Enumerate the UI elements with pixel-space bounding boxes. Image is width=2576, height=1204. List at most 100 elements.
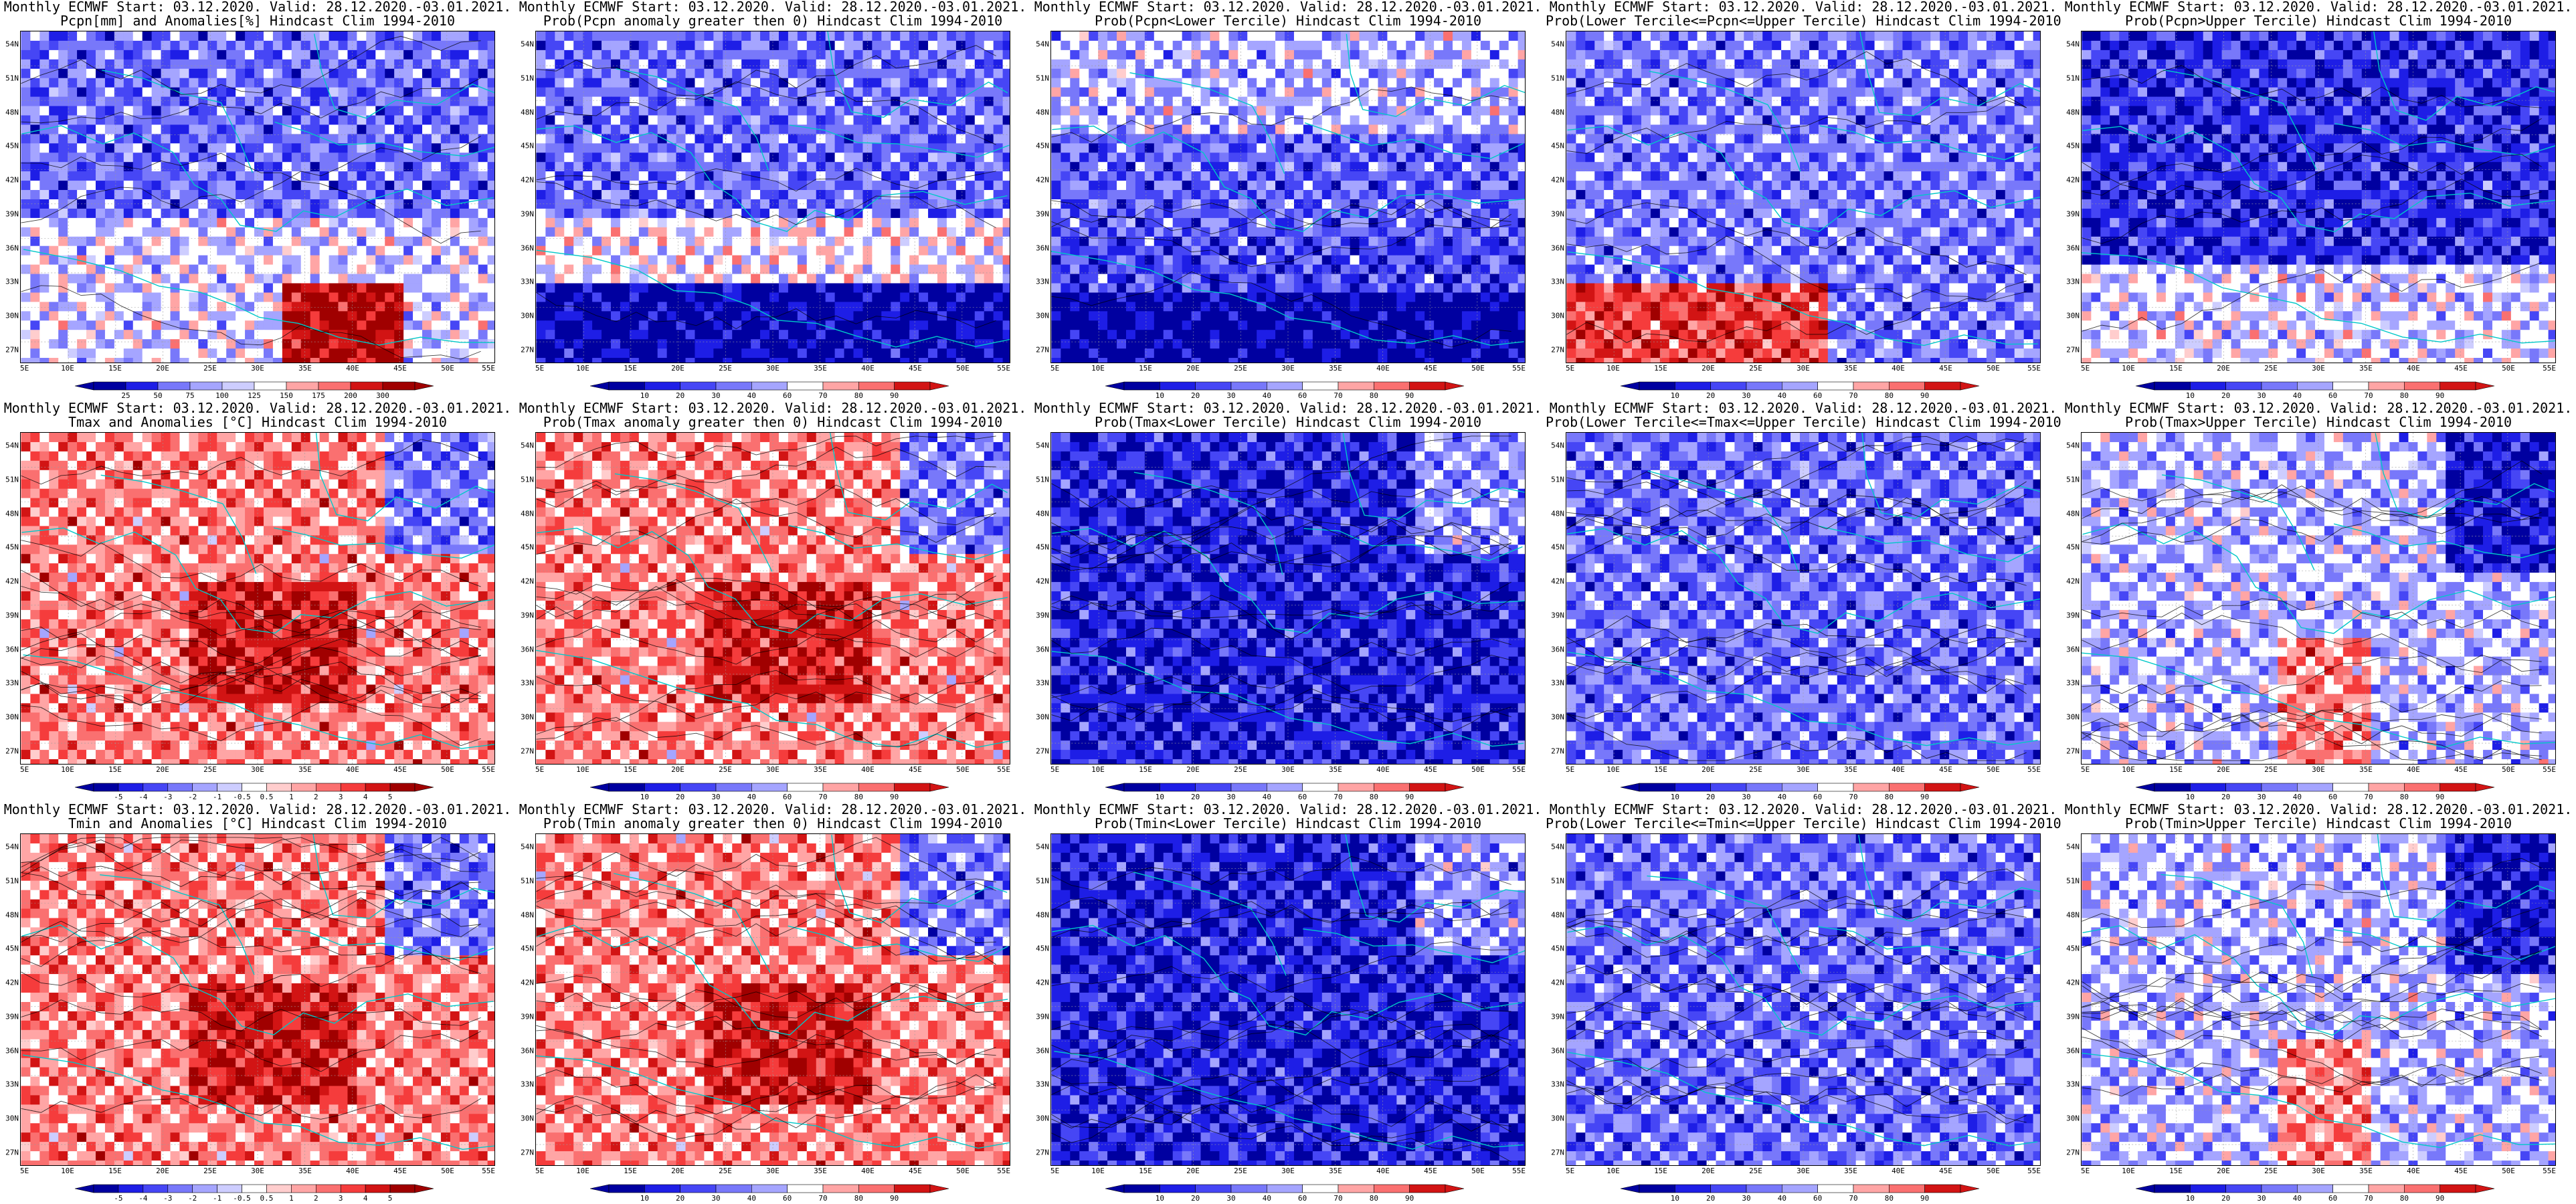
latitude-label: 42N — [5, 578, 19, 585]
colorbar-bin — [192, 1184, 217, 1193]
longitude-label: 40E — [1892, 365, 1905, 373]
longitude-label: 55E — [482, 766, 495, 774]
colorbar-tick-label: 4 — [363, 1194, 368, 1202]
colorbar-bin — [1338, 1184, 1374, 1193]
contour-line — [1566, 436, 2027, 495]
longitude-label: 55E — [1512, 1167, 1526, 1175]
contour-line — [1051, 487, 1511, 546]
coastline — [1566, 1051, 2038, 1146]
contour-line — [21, 678, 481, 708]
map-panel-tmin-lower: Monthly ECMWF Start: 03.12.2020. Valid: … — [1030, 803, 1546, 1204]
colorbar-tick-label: 40 — [1263, 793, 1271, 801]
longitude-axis: 5E 10E 15E 20E 25E 30E 35E 40E 45E 50E 55E — [535, 766, 1010, 775]
contour-line — [536, 181, 996, 228]
longitude-label: 15E — [2169, 1167, 2183, 1175]
colorbar-bin — [242, 1184, 267, 1193]
colorbar-tick-label: 150 — [280, 391, 293, 399]
longitude-label: 5E — [2081, 365, 2090, 373]
coastline — [1304, 122, 1524, 159]
colorbar-bin — [1409, 381, 1446, 391]
contour-line — [1566, 435, 2027, 506]
contour-line — [2082, 612, 2542, 674]
colorbar-tick-label: 40 — [1778, 1194, 1786, 1202]
colorbar-bin — [1746, 1184, 1782, 1193]
colorbar-graphic: 10 20 30 40 60 70 80 90 — [1105, 1184, 1465, 1202]
contour-line — [21, 647, 481, 706]
contour-line — [1566, 714, 2027, 761]
colorbar-bin — [2368, 381, 2405, 391]
colorbar-bin — [680, 381, 717, 391]
contour-line — [536, 578, 996, 621]
contour-line — [2082, 598, 2542, 628]
map-raster — [1051, 834, 1525, 1165]
coastline — [21, 527, 494, 634]
colorbar-bin — [1817, 1184, 1854, 1193]
colorbar-tick-label: 80 — [1885, 1194, 1894, 1202]
map-panel-pcpn-upper: Monthly ECMWF Start: 03.12.2020. Valid: … — [2061, 0, 2576, 401]
contour-line — [1566, 659, 2027, 719]
longitude-axis: 5E 10E 15E 20E 25E 30E 35E 40E 45E 50E 55E — [20, 766, 495, 775]
colorbar-bin — [1160, 1184, 1196, 1193]
colorbar-bin — [2440, 783, 2476, 792]
colorbar-bin — [751, 1184, 788, 1193]
latitude-label: 48N — [2066, 108, 2080, 116]
latitude-label: 33N — [2066, 680, 2080, 687]
colorbar-tick-label: 20 — [2221, 1194, 2230, 1202]
coastline — [1051, 251, 1524, 346]
contour-line — [1566, 280, 2027, 343]
contour-line — [1566, 1045, 2027, 1072]
longitude-label: 50E — [441, 766, 454, 774]
colorbar-bin — [167, 783, 193, 792]
colorbar-tick-label: 175 — [312, 391, 325, 399]
latitude-label: 51N — [521, 476, 534, 483]
contour-line — [536, 498, 996, 555]
colorbar-bin — [1675, 783, 1711, 792]
panel-title-line1: Monthly ECMWF Start: 03.12.2020. Valid: … — [0, 401, 515, 415]
colorbar-tick-label: 70 — [1849, 1194, 1857, 1202]
longitude-label: 10E — [1091, 766, 1105, 774]
longitude-label: 55E — [482, 365, 495, 373]
coastline — [1129, 72, 1285, 174]
panel-title: Monthly ECMWF Start: 03.12.2020. Valid: … — [1030, 803, 1546, 831]
contour-line — [21, 837, 481, 886]
latitude-label: 30N — [5, 714, 19, 721]
longitude-label: 50E — [956, 1167, 970, 1175]
contour-line — [21, 35, 481, 95]
longitude-label: 10E — [2122, 365, 2135, 373]
map-area — [2081, 31, 2556, 363]
longitude-label: 40E — [1376, 1167, 1390, 1175]
colorbar-bin — [1267, 1184, 1303, 1193]
colorbar-bin — [1230, 783, 1267, 792]
coastline — [1819, 526, 2040, 563]
contour-line — [536, 1015, 996, 1065]
longitude-label: 50E — [2502, 1167, 2515, 1175]
longitude-label: 25E — [719, 766, 732, 774]
contour-line — [21, 540, 481, 587]
latitude-label: 39N — [2066, 210, 2080, 217]
colorbar-tick-label: 70 — [1333, 1194, 1342, 1202]
colorbar-tick-label: 5 — [388, 1194, 393, 1202]
colorbar-bin — [1889, 783, 1925, 792]
panel-title: Monthly ECMWF Start: 03.12.2020. Valid: … — [515, 401, 1030, 429]
contour-line — [21, 837, 481, 874]
colorbar-tick-label: 10 — [2186, 1194, 2195, 1202]
colorbar-tick-label: 20 — [1706, 793, 1715, 801]
colorbar-tick-label: 40 — [2293, 793, 2302, 801]
contour-line — [21, 841, 481, 896]
latitude-label: 54N — [1036, 41, 1049, 48]
coastline — [100, 874, 255, 975]
latitude-label: 48N — [5, 911, 19, 918]
longitude-label: 30E — [1281, 1167, 1295, 1175]
colorbar-tick-label: 40 — [1778, 391, 1786, 399]
contour-line — [21, 882, 481, 967]
colorbar-tick-label: 30 — [2257, 1194, 2266, 1202]
longitude-label: 5E — [20, 365, 29, 373]
colorbar-bin — [822, 381, 859, 391]
colorbar-tick-label: 0.5 — [260, 793, 274, 801]
longitude-label: 25E — [719, 1167, 732, 1175]
longitude-label: 55E — [2543, 766, 2556, 774]
contour-line — [2082, 935, 2542, 964]
latitude-label: 30N — [2066, 1115, 2080, 1122]
contour-line — [2082, 1035, 2542, 1086]
longitude-label: 30E — [766, 365, 779, 373]
